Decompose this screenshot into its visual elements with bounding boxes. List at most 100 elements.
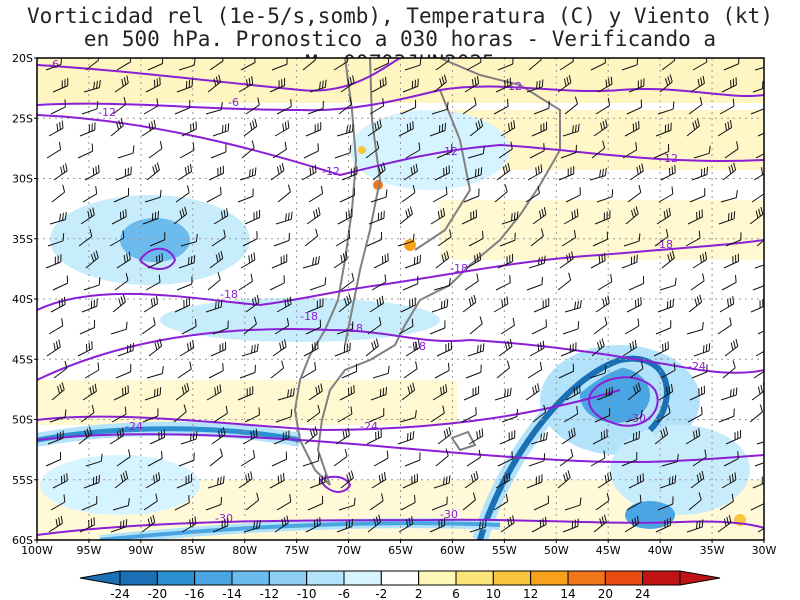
wind-barb [399, 409, 417, 423]
wind-barb [144, 189, 162, 203]
wind-barb [528, 453, 546, 467]
wind-barb [369, 295, 384, 313]
wind-barb [559, 448, 574, 467]
wind-barb [45, 451, 62, 467]
wind-barb [276, 99, 292, 115]
wind-barb [558, 166, 575, 181]
wind-barb [174, 495, 190, 511]
wind-barb [597, 471, 612, 489]
wind-barb [52, 275, 69, 291]
wind-barb [113, 385, 129, 401]
wind-barb [718, 211, 736, 225]
colorbar-swatch [604, 570, 644, 586]
wind-barb [241, 343, 259, 357]
wind-barb [211, 229, 226, 247]
wind-barb [435, 448, 449, 467]
wind-barb [660, 362, 676, 379]
wind-barb [622, 339, 637, 357]
wind-barb [559, 58, 574, 71]
lon-label: 80W [232, 544, 257, 557]
wind-barb [307, 100, 324, 115]
wind-barb [750, 502, 764, 511]
wind-barb [437, 229, 452, 247]
wind-barb [336, 123, 354, 137]
wind-barb [592, 429, 608, 445]
wind-barb [237, 386, 254, 401]
wind-barb [629, 361, 644, 379]
wind-barb [562, 321, 580, 335]
wind-barb [660, 165, 676, 181]
wind-barb [557, 75, 572, 93]
wind-barb [272, 339, 287, 357]
wind-barb [109, 427, 125, 445]
wind-barb [238, 471, 253, 489]
wind-barb [309, 474, 326, 489]
wind-barb [594, 407, 611, 423]
wind-barb [341, 166, 358, 181]
colorbar-swatch [343, 570, 382, 586]
wind-barb [529, 143, 545, 159]
wind-barb [113, 187, 130, 203]
wind-barb [277, 387, 295, 401]
isotherm-label: -12 [322, 165, 340, 178]
isotherm-label: -30 [440, 508, 458, 521]
wind-barb [430, 207, 446, 225]
map-title-line1: Vorticidad rel (1e-5/s,somb), Temperatur… [27, 4, 773, 28]
wind-barb [399, 206, 413, 225]
wind-barb [493, 98, 509, 115]
wind-barb [308, 383, 323, 401]
wind-barb [657, 496, 674, 511]
wind-barb [754, 460, 764, 467]
wind-barb [657, 298, 674, 313]
wind-barb [494, 184, 508, 203]
lon-label: 60W [440, 544, 465, 557]
wind-barb [557, 470, 571, 489]
wind-barb [277, 184, 291, 203]
wind-barb [210, 144, 227, 159]
wind-barb [434, 165, 450, 181]
wind-barb [373, 58, 390, 71]
wind-barb [81, 496, 98, 511]
wind-barb [497, 58, 514, 71]
isotherm-label: -24 [360, 420, 378, 433]
wind-barb [756, 438, 764, 445]
wind-barb [431, 496, 448, 511]
wind-barb [462, 97, 477, 115]
wind-barb [115, 166, 132, 181]
wind-barb [303, 143, 319, 159]
wind-barb [528, 255, 546, 269]
wind-barb [213, 208, 229, 225]
wind-barb [307, 298, 324, 313]
wind-barb [117, 145, 135, 159]
wind-barb [179, 142, 195, 159]
lat-label: 35S [12, 233, 33, 246]
wind-barb [269, 472, 285, 489]
wind-barb [692, 251, 708, 269]
wind-barb [626, 99, 643, 115]
wind-barb [333, 251, 348, 269]
wind-barb [175, 185, 190, 203]
wind-barb [621, 254, 638, 269]
wind-barb [431, 101, 449, 115]
wind-barb [243, 316, 257, 335]
wind-barb [50, 99, 66, 115]
wind-barb [245, 492, 260, 511]
wind-barb [181, 516, 197, 533]
wind-barb [309, 79, 327, 93]
wind-barb [47, 430, 64, 445]
wind-barb [688, 492, 702, 511]
wind-barb [302, 255, 320, 269]
wind-barb [371, 274, 387, 291]
wind-barb [562, 123, 580, 137]
wind-barb [141, 514, 156, 533]
wind-barb [597, 274, 613, 291]
wind-barb [432, 186, 448, 203]
wind-barb [590, 58, 606, 71]
wind-barb [244, 407, 260, 423]
wind-barb [371, 76, 387, 93]
wind-barb [275, 409, 293, 423]
lat-label: 40S [12, 293, 33, 306]
wind-barb [239, 167, 257, 181]
colorbar-swatch [268, 570, 308, 586]
wind-barb [148, 338, 163, 357]
